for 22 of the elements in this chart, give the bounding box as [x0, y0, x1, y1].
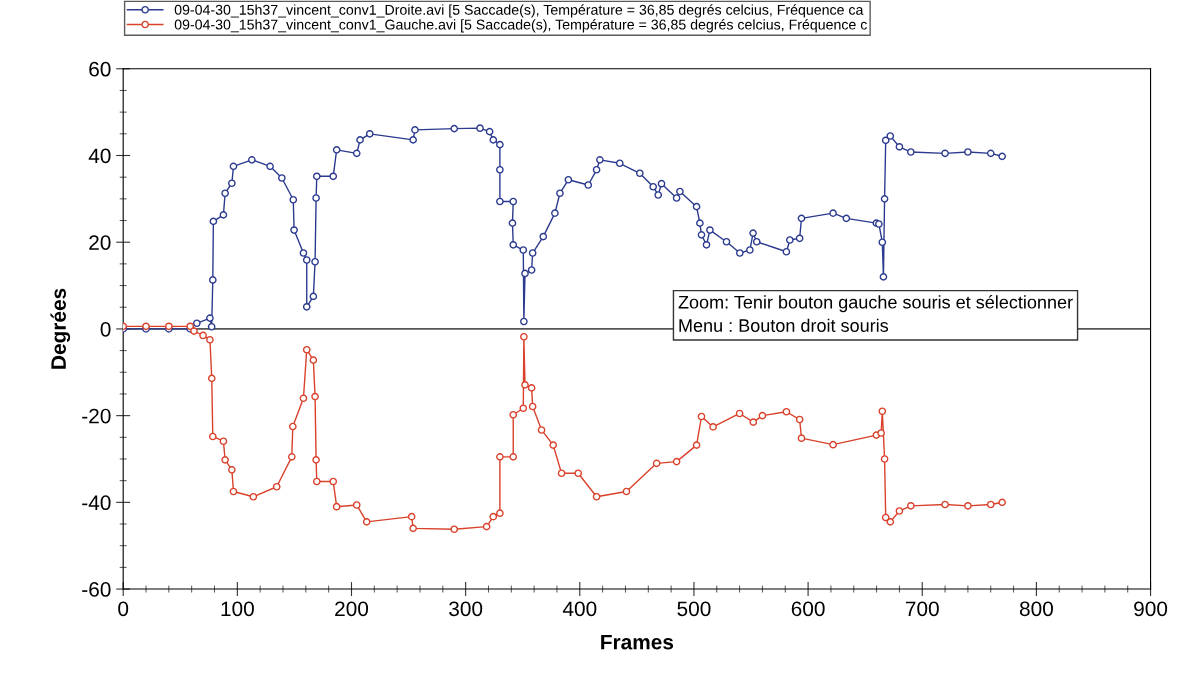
x-tick-label: 400: [562, 601, 597, 617]
y-tick-label: -20: [82, 408, 111, 424]
x-tick-label: 300: [449, 601, 483, 617]
y-tick-label: 40: [88, 148, 111, 164]
x-tick-label: 900: [1134, 601, 1168, 617]
y-axis-title: Degrées: [50, 288, 71, 369]
x-axis-title: Frames: [601, 634, 674, 650]
y-tick-label: -60: [82, 582, 111, 597]
x-tick-label: 800: [1019, 601, 1053, 617]
x-tick-label: 500: [677, 601, 711, 617]
x-tick-label: 200: [335, 601, 369, 617]
x-tick-label: 600: [791, 601, 825, 617]
y-tick-label: 0: [100, 321, 111, 337]
y-tick-label: -40: [82, 495, 111, 511]
legend-label: 09-04-30_15h37_vincent_conv1_Gauche.avi [5 Saccade(s), Température = 36,85 degrés celcius, Fréquence c: [174, 19, 867, 33]
annotation: Zoom: Tenir bouton gauche souris et sélectionner Menu : Bouton droit souris: [678, 295, 1073, 332]
x-tick-label: 700: [905, 601, 939, 617]
y-tick-label: 20: [89, 235, 111, 250]
legend-label: 09-04-30_15h37_vincent_conv1_Droite.avi [5 Saccade(s), Température = 36,85 degrés celcius, Fréquence ca: [174, 4, 864, 18]
x-tick-label: 0: [118, 601, 129, 617]
y-tick-label: 60: [89, 61, 111, 77]
x-tick-label: 100: [221, 601, 254, 617]
